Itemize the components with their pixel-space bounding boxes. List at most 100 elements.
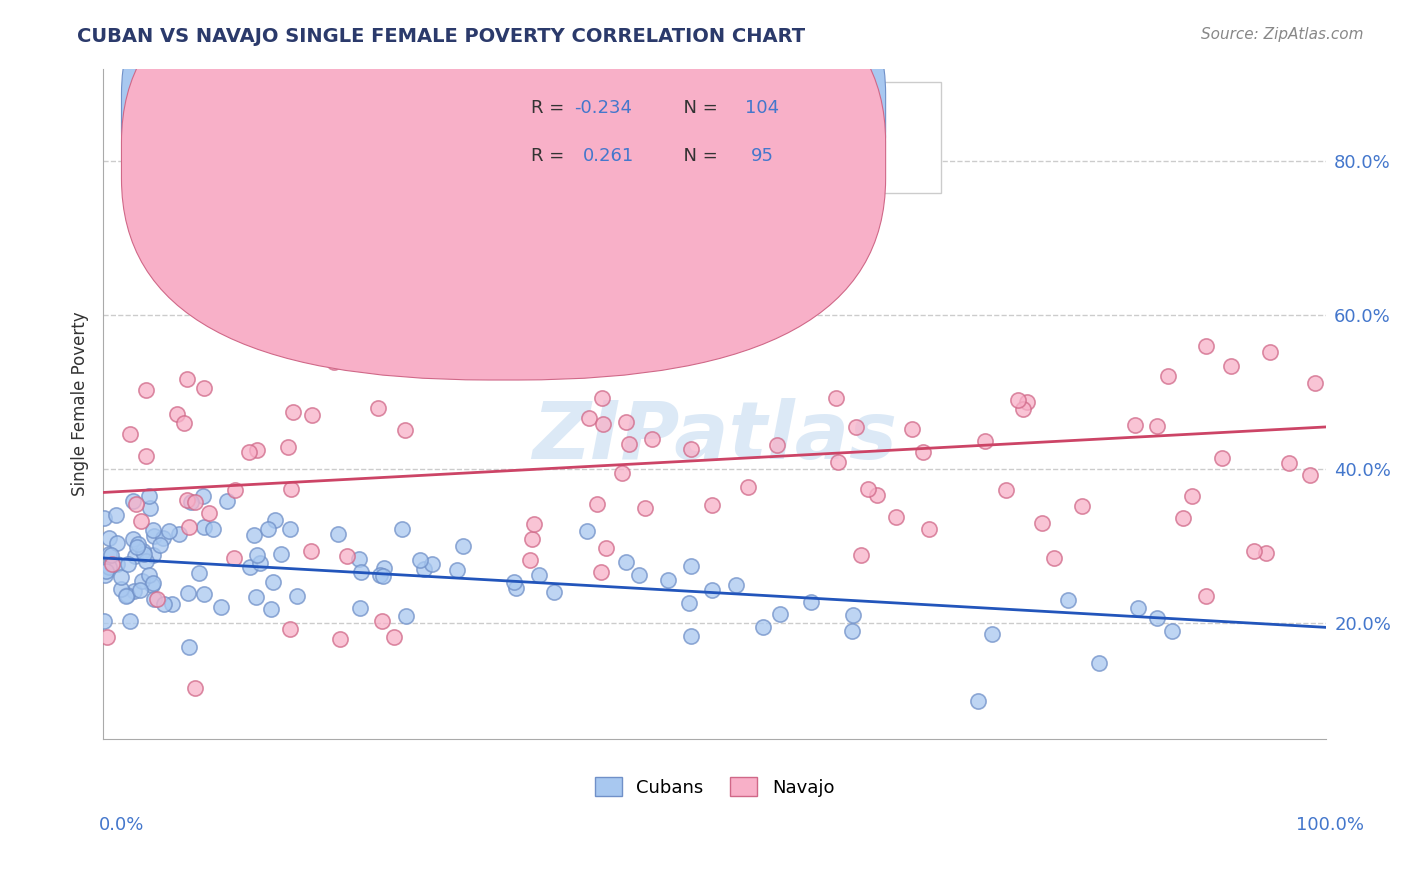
Point (1043, 551, 1066, 566)
Point (278, 522, 301, 536)
Point (115, 589, 138, 603)
Text: CUBAN VS NAVAJO SINGLE FEMALE POVERTY CORRELATION CHART: CUBAN VS NAVAJO SINGLE FEMALE POVERTY CO… (77, 27, 806, 45)
Text: N =: N = (672, 147, 723, 165)
Point (141, 578, 163, 592)
Point (122, 583, 145, 598)
Point (678, 596, 700, 610)
Point (138, 567, 160, 582)
Y-axis label: Single Female Poverty: Single Female Poverty (72, 311, 89, 496)
Point (443, 327, 465, 342)
Point (142, 592, 165, 607)
Point (612, 466, 634, 480)
Point (162, 597, 184, 611)
Point (105, 508, 128, 522)
Point (198, 506, 221, 520)
Point (110, 570, 132, 584)
Point (110, 582, 132, 596)
Point (215, 493, 238, 508)
Point (394, 423, 416, 437)
Point (614, 415, 637, 429)
Point (918, 522, 941, 536)
Point (578, 411, 600, 425)
Point (134, 547, 156, 561)
Point (349, 601, 371, 615)
Point (184, 681, 207, 696)
Text: Source: ZipAtlas.com: Source: ZipAtlas.com (1201, 27, 1364, 42)
Point (530, 301, 553, 316)
Point (138, 489, 160, 503)
Point (1007, 393, 1029, 408)
Point (412, 309, 434, 323)
Point (505, 581, 527, 595)
Point (238, 445, 260, 459)
Point (142, 576, 165, 591)
Point (1303, 376, 1326, 390)
Point (912, 444, 935, 458)
Point (1171, 510, 1194, 524)
Point (224, 483, 246, 498)
Point (184, 495, 207, 509)
Point (179, 520, 201, 534)
Point (125, 540, 148, 554)
Point (131, 514, 153, 528)
Point (167, 526, 190, 541)
Point (177, 640, 200, 654)
Point (299, 544, 322, 558)
Point (118, 615, 141, 629)
Text: 0.0%: 0.0% (98, 816, 143, 834)
Point (176, 371, 198, 385)
Point (117, 557, 139, 571)
Point (1056, 593, 1078, 607)
Point (101, 558, 124, 572)
Text: 100.0%: 100.0% (1296, 816, 1364, 834)
Point (1211, 450, 1233, 465)
Point (277, 441, 299, 455)
Point (591, 566, 613, 580)
Point (614, 555, 637, 569)
Point (1278, 456, 1301, 470)
Point (866, 488, 889, 502)
Point (120, 427, 142, 442)
Point (519, 553, 541, 567)
Point (94, 567, 117, 582)
Point (94, 564, 117, 578)
Point (824, 392, 846, 406)
Point (1194, 590, 1216, 604)
Point (700, 499, 723, 513)
Point (1088, 657, 1111, 671)
Point (617, 436, 640, 450)
Text: R =: R = (531, 99, 569, 117)
Point (595, 541, 617, 555)
Point (527, 568, 550, 582)
Point (134, 383, 156, 397)
Point (135, 554, 157, 568)
Point (543, 585, 565, 599)
Point (520, 532, 543, 546)
Point (193, 587, 215, 601)
Point (724, 577, 747, 591)
Point (1125, 418, 1147, 433)
Text: N =: N = (672, 99, 723, 117)
Point (766, 438, 789, 452)
Point (166, 261, 188, 276)
Point (250, 331, 273, 345)
Point (239, 560, 262, 574)
Point (451, 539, 474, 553)
Point (325, 239, 347, 253)
Point (128, 216, 150, 230)
Point (281, 405, 304, 419)
Point (149, 537, 172, 551)
Point (124, 549, 146, 564)
Point (769, 607, 792, 621)
Point (523, 516, 546, 531)
Point (322, 355, 344, 369)
Point (367, 401, 389, 416)
Point (264, 513, 287, 527)
Text: 104: 104 (745, 99, 779, 117)
Point (122, 532, 145, 546)
Point (373, 561, 395, 575)
Point (368, 568, 391, 582)
Point (1219, 359, 1241, 373)
Point (679, 558, 702, 573)
Point (97, 559, 120, 574)
